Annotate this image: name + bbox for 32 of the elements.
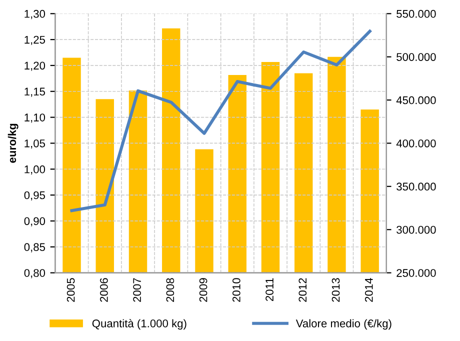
x-tick-label: 2011 — [266, 278, 274, 301]
x-tick-label: 2014 — [364, 278, 373, 302]
y-tick-label: 0,95 — [24, 191, 46, 200]
x-tick-label: 2010 — [232, 278, 240, 302]
y-tick-label: 1,10 — [24, 114, 46, 123]
x-tick-label: 2006 — [100, 278, 108, 302]
y2-tick-label: 550.000 — [396, 10, 436, 18]
x-tick-label: 2007 — [133, 278, 141, 302]
x-tick-label: 2012 — [298, 278, 307, 302]
y-tick-label: 1,05 — [24, 139, 46, 149]
y-tick-label: 1,15 — [24, 88, 46, 97]
x-tick-label: 2005 — [66, 278, 75, 302]
y2-tick-label: 300.000 — [396, 226, 436, 234]
y-tick-label: 1,00 — [24, 165, 46, 175]
y-tick-label: 0,85 — [24, 243, 46, 252]
y2-tick-label: 450.000 — [396, 96, 436, 104]
y2-tick-label: 350.000 — [396, 182, 436, 191]
x-tick-label: 2008 — [166, 278, 174, 302]
y-tick-label: 0,80 — [24, 269, 46, 278]
y-axis-title: euro/kg — [8, 124, 18, 163]
y2-tick-label: 500.000 — [396, 53, 436, 61]
y-tick-label: 1,30 — [24, 10, 46, 20]
x-tick-label: 2009 — [199, 278, 208, 302]
y-tick-label: 1,20 — [24, 62, 46, 71]
legend-label: Quantità (1.000 kg) — [92, 319, 186, 330]
y-tick-label: 0,90 — [24, 217, 46, 226]
y2-tick-label: 400.000 — [396, 139, 436, 148]
legend-label: Valore medio (€/kg) — [296, 319, 392, 330]
x-tick-label: 2013 — [332, 278, 340, 302]
y-tick-label: 1,25 — [24, 36, 46, 46]
y2-tick-label: 250.000 — [396, 269, 436, 277]
line-series — [70, 30, 372, 212]
